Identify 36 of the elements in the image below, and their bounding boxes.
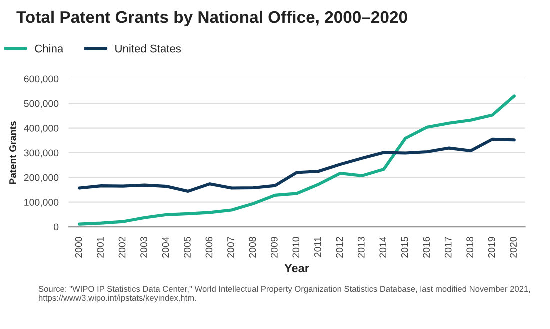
x-tick-label: 2002: [118, 237, 126, 258]
x-tick-label: 2009: [270, 237, 278, 258]
x-tick-label: 2017: [444, 237, 452, 258]
x-tick-label: 2001: [97, 237, 104, 258]
line-series: [78, 138, 516, 194]
x-tick-label: 2004: [162, 237, 170, 258]
y-tick-label: 300,000: [24, 150, 59, 158]
x-tick-label: 2012: [336, 237, 344, 258]
x-tick-label: 2010: [292, 237, 300, 258]
x-tick-label: 2011: [314, 237, 322, 258]
x-tick-label: 2000: [75, 237, 82, 258]
source-note: Source: "WIPO IP Statistics Data Center," World Intellectual Property Organization Statistics Database, last modified November 2021, https://www3.wipo.int/ipstats/keyindex.htm.: [38, 286, 530, 303]
x-tick-label: 2019: [488, 237, 496, 258]
y-tick-label: 600,000: [24, 76, 59, 84]
y-tick-label: 400,000: [24, 125, 59, 134]
x-tick-label: 2016: [423, 237, 430, 258]
legend-label: United States: [116, 44, 182, 53]
y-tick-label: 0: [54, 224, 59, 231]
x-tick-label: 2007: [228, 237, 234, 258]
legend-label: China: [35, 44, 64, 53]
y-tick-label: 500,000: [24, 100, 59, 108]
x-tick-label: 2003: [140, 237, 148, 258]
chart-title: Total Patent Grants by National Office, 2000–2020: [16, 10, 408, 26]
x-tick-label: 2006: [206, 237, 213, 258]
x-axis-title: Year: [284, 264, 310, 273]
x-tick-label: 2008: [249, 237, 256, 258]
line-series: [78, 94, 516, 226]
x-tick-label: 2020: [510, 237, 517, 258]
x-tick-label: 2018: [466, 237, 474, 258]
y-tick-label: 200,000: [24, 174, 59, 182]
x-tick-label: 2013: [358, 237, 365, 258]
y-tick-label: 100,000: [24, 199, 59, 208]
x-tick-label: 2015: [401, 237, 408, 258]
x-tick-label: 2014: [380, 237, 387, 258]
y-axis-title: Patent Grants: [10, 122, 16, 184]
x-tick-label: 2005: [184, 237, 191, 258]
